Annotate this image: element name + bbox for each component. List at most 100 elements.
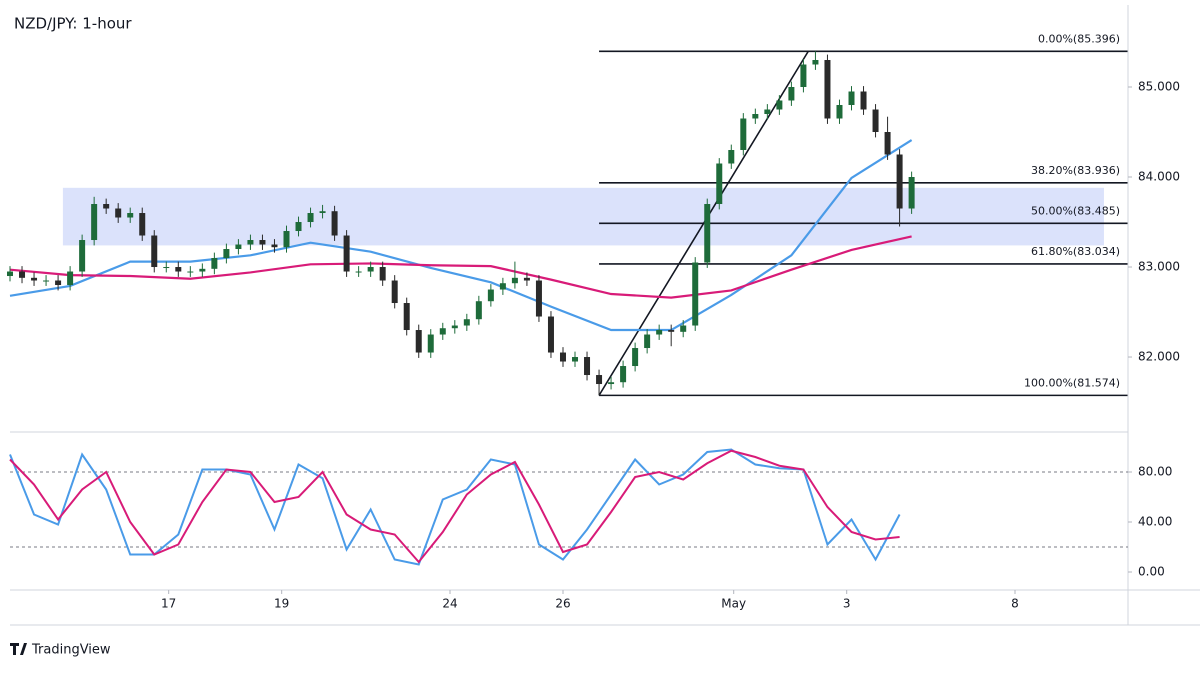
candle-body [391, 280, 398, 304]
candle-body [788, 86, 795, 101]
candle-body [547, 316, 554, 353]
candle-body [307, 213, 314, 223]
candle-body [211, 258, 218, 269]
candle-body [475, 301, 482, 320]
zone-layer [62, 187, 1104, 246]
candle-body [187, 271, 194, 273]
x-tick-label: 3 [843, 597, 851, 611]
chart-title: NZD/JPY: 1-hour [14, 15, 132, 33]
candle-body [668, 330, 675, 332]
candle-body [415, 330, 422, 353]
candle-body [680, 325, 687, 332]
stoch-line [9, 448, 901, 566]
y-tick-label: 83.000 [1138, 260, 1180, 274]
fib-label: 61.80%(83.034) [1031, 245, 1120, 258]
candle-body [884, 132, 891, 155]
candle-body [259, 240, 266, 245]
x-tick-label: 26 [555, 597, 570, 611]
candle-body [511, 277, 518, 284]
candle-body [115, 208, 122, 218]
candle-body [535, 280, 542, 317]
candle-body [824, 59, 831, 119]
moving-average [9, 139, 913, 332]
candle-body [223, 249, 230, 259]
candle-body [704, 204, 711, 263]
stoch-line [9, 449, 900, 564]
y-tick-label: 84.000 [1138, 170, 1180, 184]
logo: TradingView [10, 643, 111, 658]
fib-label: 50.00%(83.485) [1031, 204, 1120, 217]
candle-body [295, 222, 302, 232]
candle-body [43, 280, 50, 282]
candle-body [175, 267, 182, 272]
candle-body [139, 213, 146, 236]
x-tick-label: 8 [1011, 597, 1019, 611]
candle-body [860, 91, 867, 110]
candle-body [740, 118, 747, 151]
fib-label: 38.20%(83.936) [1031, 164, 1120, 177]
fib-label: 100.00%(81.574) [1024, 376, 1120, 389]
candle-body [872, 109, 879, 133]
x-tick-label: 19 [274, 597, 289, 611]
candle-body [271, 244, 278, 248]
candle-body [716, 163, 723, 205]
candle-body [812, 59, 819, 65]
candle-body [764, 109, 771, 115]
candle-body [91, 204, 98, 241]
candle-body [355, 271, 362, 273]
candle-body [367, 267, 374, 272]
candle-body [283, 231, 290, 248]
candle-body [487, 289, 494, 302]
x-tick-label: 24 [442, 597, 457, 611]
candle-body [800, 64, 807, 87]
moving-average [9, 235, 912, 299]
candle-body [427, 334, 434, 353]
candle-body [319, 211, 326, 214]
candle-body [692, 262, 699, 326]
candle-body [836, 104, 843, 119]
candle-body [608, 382, 615, 385]
candle-body [19, 271, 26, 278]
candle-body [199, 268, 206, 272]
candle-body [379, 267, 386, 281]
candle-body [343, 235, 350, 272]
candle-body [31, 277, 38, 281]
candle-body [896, 154, 903, 209]
candle-body [632, 348, 639, 367]
candle-body [656, 330, 663, 335]
candle-body [752, 114, 759, 119]
candle-body [523, 277, 530, 281]
x-tick-label: 17 [161, 597, 176, 611]
logo-icon [10, 643, 27, 655]
candle-body [644, 334, 651, 349]
y-tick-label: 40.00 [1138, 515, 1172, 529]
y-tick-label: 85.000 [1138, 79, 1180, 93]
candle-body [499, 283, 506, 290]
y-tick-label: 80.00 [1138, 465, 1172, 479]
candle-body [559, 352, 566, 362]
y-tick-label: 82.000 [1138, 350, 1180, 364]
support-zone [62, 187, 1104, 246]
fib-trend-line [598, 50, 809, 396]
candle-body [331, 211, 338, 236]
x-tick-label: May [721, 597, 746, 611]
candle-body [728, 150, 735, 164]
candle-body [151, 235, 158, 268]
candle-body [67, 271, 74, 286]
brand-name: TradingView [31, 643, 111, 658]
candle-body [584, 357, 591, 376]
candle-body [451, 325, 458, 329]
fib-label: 0.00%(85.396) [1038, 32, 1120, 45]
candle-body [463, 319, 470, 326]
candle-body [572, 357, 579, 362]
candle-body [848, 91, 855, 105]
main-layer: 0.00%(85.396) 38.20%(83.936) 50.00%(83.485… [7, 32, 1128, 397]
candle-body [620, 366, 627, 383]
candle-body [403, 303, 410, 331]
candle-body [776, 100, 783, 110]
candle-body [7, 271, 13, 277]
candle-body [79, 240, 86, 272]
candle-body [247, 240, 254, 245]
candle-body [235, 244, 242, 250]
